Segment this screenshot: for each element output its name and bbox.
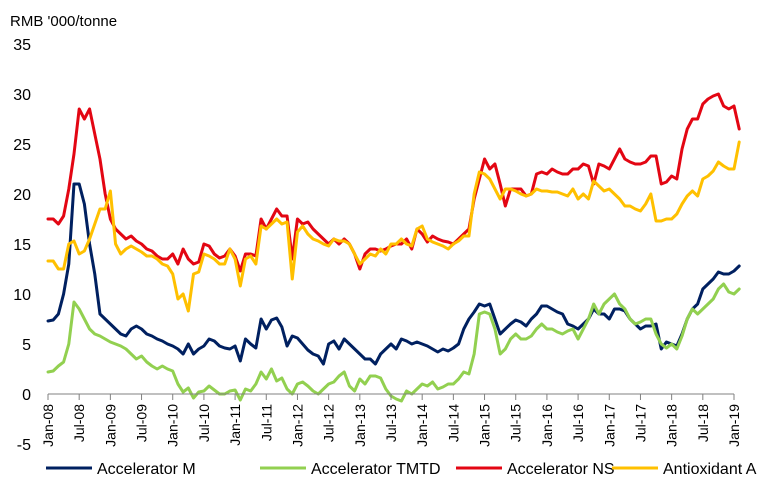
series-line-accelerator-m — [46, 182, 741, 366]
x-tick-label: Jul-16 — [570, 404, 586, 442]
x-tick-label: Jan-19 — [726, 404, 742, 447]
legend-label: Accelerator M — [97, 461, 196, 478]
x-tick-label: Jul-14 — [445, 404, 461, 442]
x-tick-label: Jan-12 — [289, 404, 305, 447]
x-tick-label: Jul-15 — [508, 404, 524, 442]
x-tick-label: Jul-09 — [134, 404, 150, 442]
y-tick-label: 5 — [22, 337, 31, 354]
x-axis: Jan-08 Jul-08 Jan-09 Jul-09 Jan-10 Jul-10 Jan-… — [40, 393, 742, 447]
series-line-antioxidant-a — [46, 140, 741, 313]
y-axis-ticks: -5 0 5 10 15 20 25 30 35 — [13, 37, 31, 454]
y-tick-label: 0 — [22, 387, 31, 404]
y-tick-label: 25 — [13, 137, 31, 154]
x-tick-label: Jul-11 — [258, 404, 274, 441]
x-tick-label: Jan-09 — [102, 404, 118, 447]
y-tick-label: -5 — [17, 437, 31, 454]
x-tick-label: Jan-18 — [664, 404, 680, 447]
y-tick-label: 20 — [13, 187, 31, 204]
x-tick-label: Jan-17 — [601, 404, 617, 447]
legend-label: Accelerator NS — [507, 461, 615, 478]
y-tick-label: 35 — [13, 37, 31, 54]
y-tick-label: 10 — [13, 287, 31, 304]
x-tick-label: Jul-13 — [383, 404, 399, 442]
x-tick-label: Jul-10 — [196, 404, 212, 442]
x-tick-label: Jan-11 — [227, 404, 243, 446]
x-tick-label: Jul-17 — [632, 404, 648, 442]
x-tick-label: Jul-08 — [71, 404, 87, 442]
series-lines — [46, 92, 741, 403]
x-tick-label: Jul-18 — [695, 404, 711, 442]
x-tick-label: Jan-08 — [40, 404, 56, 447]
y-tick-label: 15 — [13, 237, 31, 254]
y-tick-label: 30 — [13, 87, 31, 104]
legend-label: Accelerator TMTD — [311, 461, 441, 478]
y-axis-label: RMB '000/tonne — [10, 13, 117, 30]
x-tick-label: Jan-10 — [165, 404, 181, 447]
x-tick-label: Jan-13 — [352, 404, 368, 447]
x-tick-label: Jan-16 — [539, 404, 555, 447]
legend: Accelerator M Accelerator TMTD Accelerator… — [46, 461, 757, 478]
x-tick-label: Jul-12 — [321, 404, 337, 442]
x-tick-label: Jan-15 — [477, 404, 493, 447]
legend-label: Antioxidant A — [663, 461, 757, 478]
x-tick-label: Jan-14 — [414, 404, 430, 447]
series-line-accelerator-tmtd — [46, 282, 741, 403]
